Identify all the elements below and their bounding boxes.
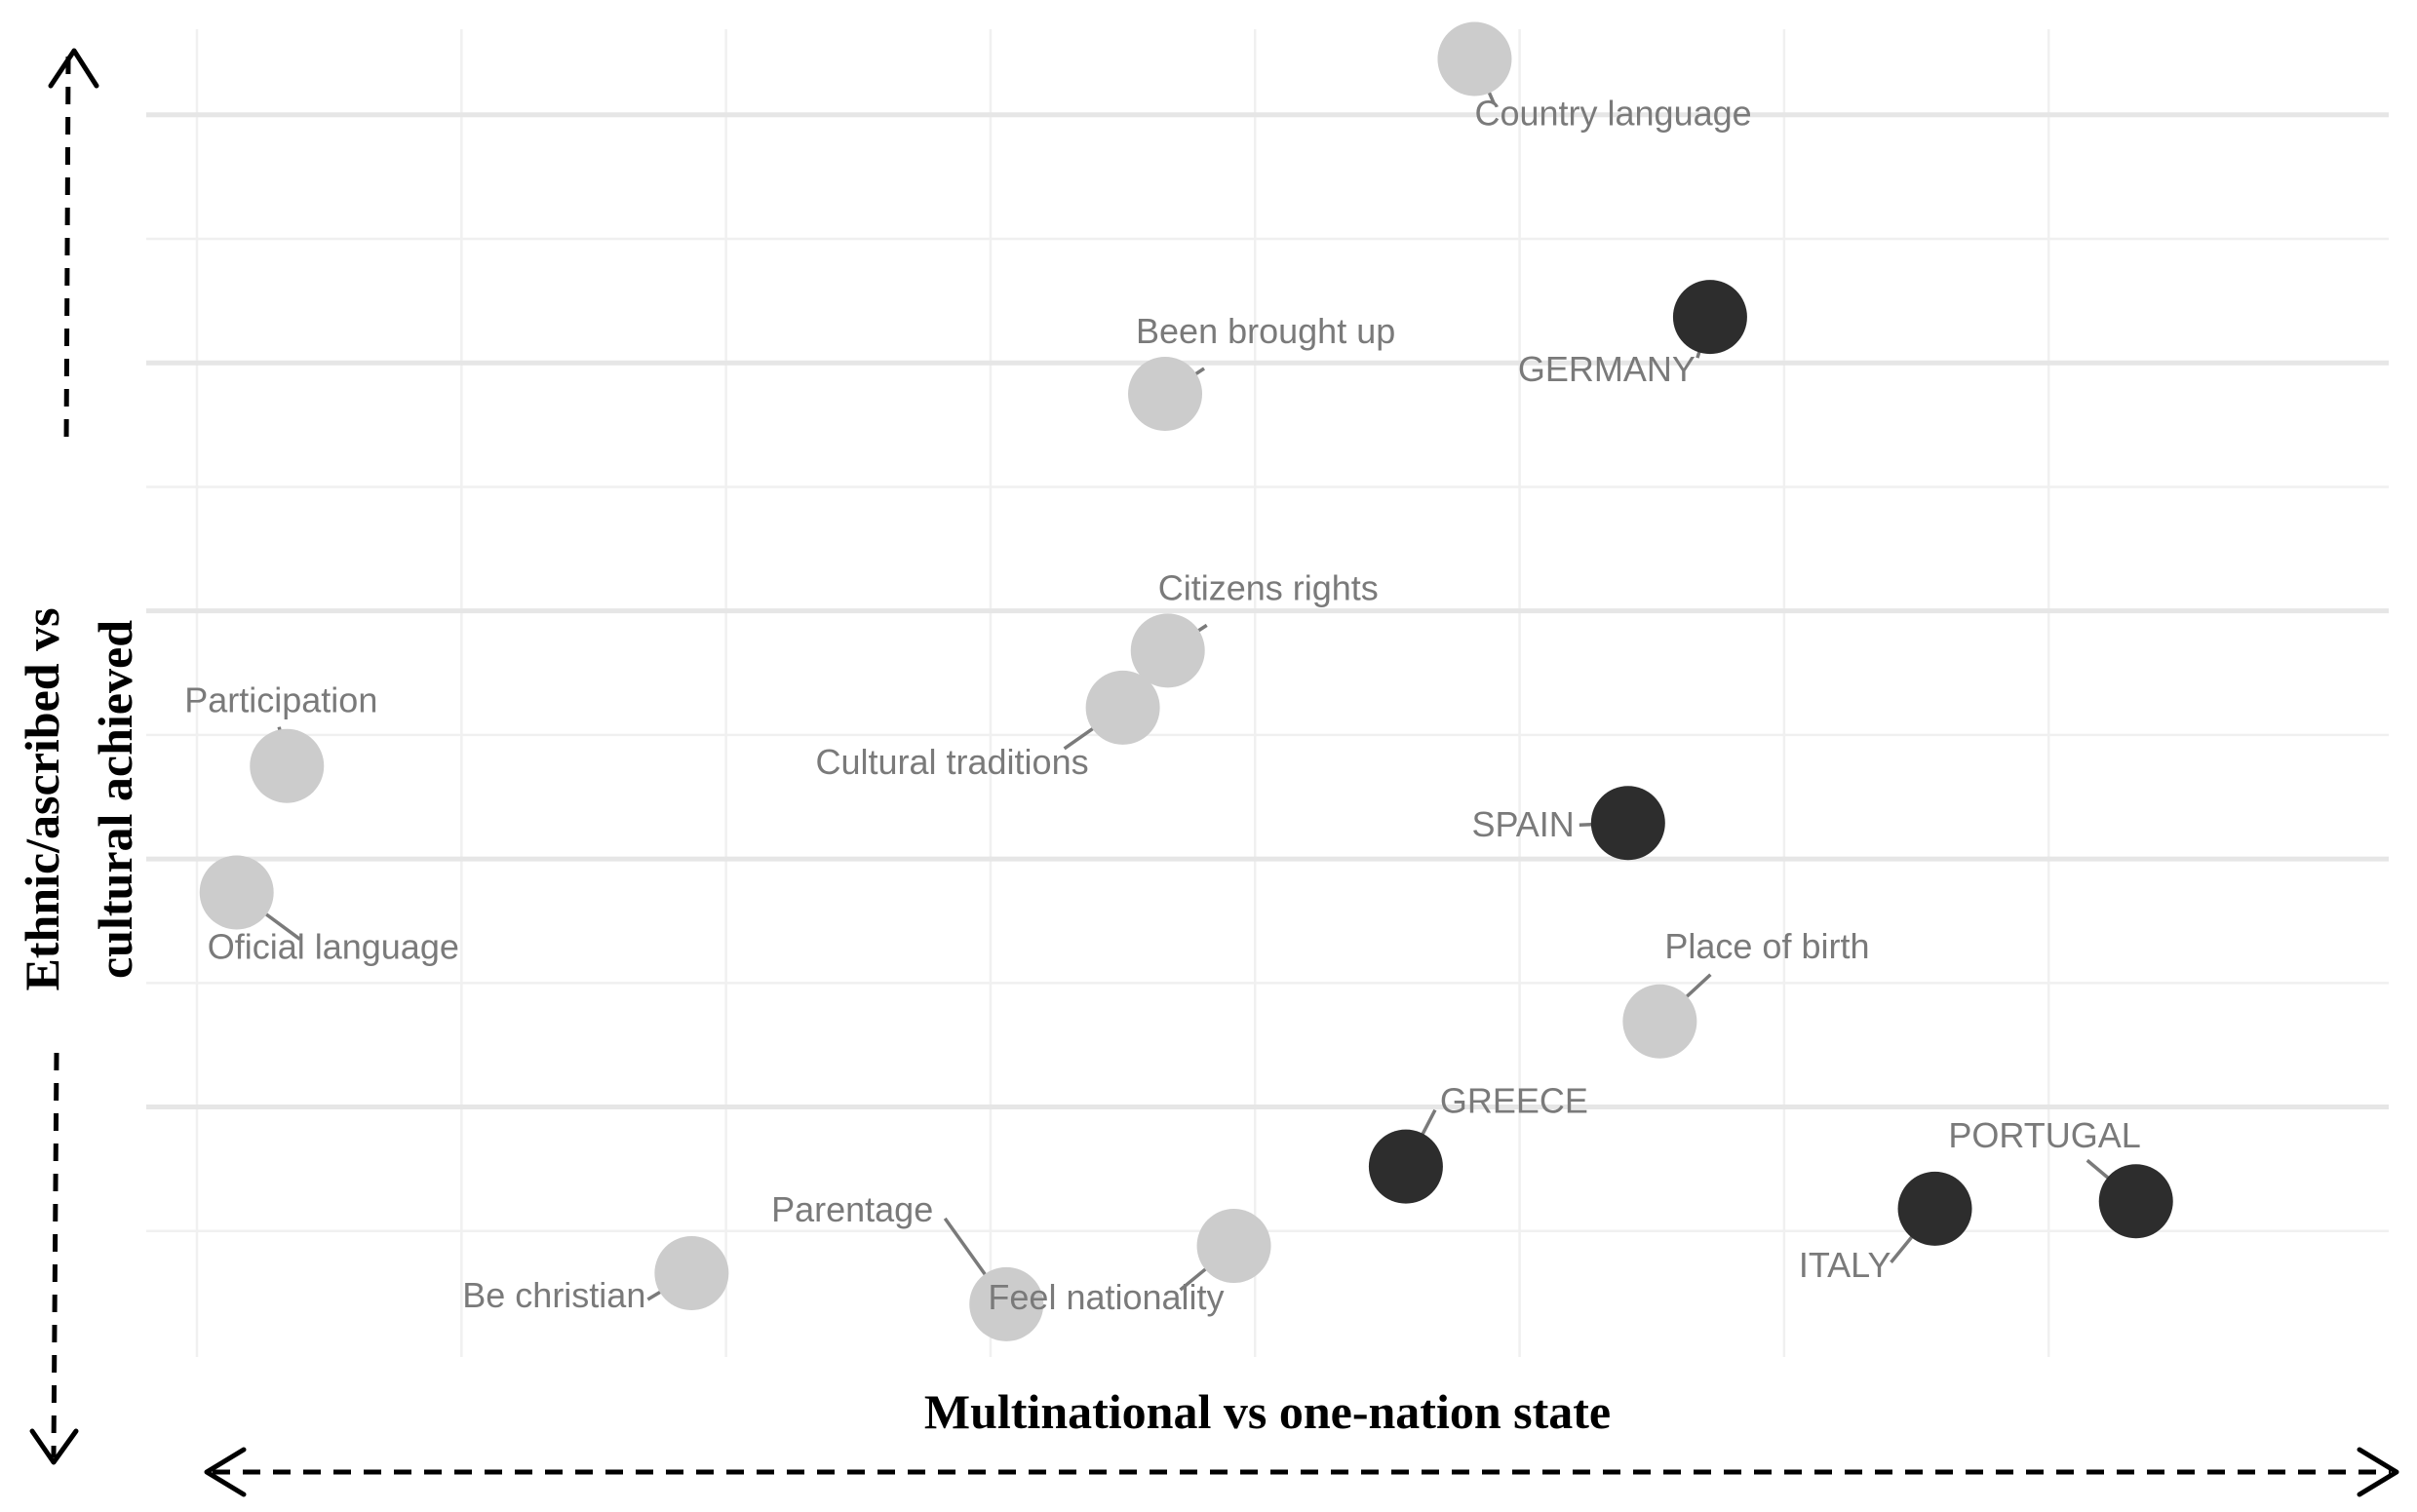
point-participation	[250, 728, 325, 803]
data-points	[199, 21, 2173, 1341]
label-oficial-language: Oficial language	[208, 926, 459, 966]
y-axis-title-line-2: cultural achieved	[88, 620, 142, 979]
y-axis-title: Ethnic/ascribed vs cultural achieved	[15, 607, 142, 990]
point-portugal	[2098, 1164, 2173, 1239]
y-axis-up-arrow	[48, 48, 99, 449]
label-italy: ITALY	[1799, 1245, 1891, 1285]
label-place-of-birth: Place of birth	[1664, 926, 1869, 966]
point-place-of-birth	[1622, 984, 1697, 1059]
label-cultural-traditions: Cultural traditions	[815, 742, 1088, 782]
point-cultural-traditions	[1085, 670, 1160, 745]
label-spain: SPAIN	[1471, 804, 1574, 844]
point-spain	[1590, 786, 1665, 861]
label-parentage: Parentage	[771, 1189, 933, 1229]
point-labels: Country language Been brought up Citizens …	[184, 94, 2140, 1318]
point-country-language	[1437, 21, 1512, 97]
label-be-christian: Be christian	[462, 1275, 645, 1315]
point-italy	[1897, 1171, 1972, 1246]
point-parentage	[969, 1266, 1044, 1341]
y-axis-down-arrow	[29, 1052, 79, 1465]
label-feel-nationality: Feel nationality	[988, 1277, 1224, 1317]
label-participation: Participation	[184, 680, 377, 720]
point-feel-nationality	[1196, 1209, 1271, 1284]
label-portugal: PORTUGAL	[1948, 1115, 2140, 1155]
point-oficial-language	[199, 855, 274, 930]
y-axis-title-line-1: Ethnic/ascribed vs	[15, 607, 69, 990]
label-germany: GERMANY	[1518, 349, 1696, 389]
label-greece: GREECE	[1440, 1081, 1588, 1121]
label-country-language: Country language	[1474, 94, 1751, 134]
point-greece	[1368, 1129, 1443, 1204]
label-been-brought-up: Been brought up	[1136, 311, 1395, 351]
x-axis-title: Multinational vs one-nation state	[924, 1384, 1611, 1439]
label-citizens-rights: Citizens rights	[1158, 567, 1379, 607]
point-citizens-rights	[1130, 613, 1205, 688]
point-been-brought-up	[1128, 357, 1203, 432]
gridlines	[146, 29, 2389, 1357]
point-germany	[1672, 280, 1747, 355]
x-axis-double-arrow	[204, 1447, 2399, 1497]
point-be-christian	[654, 1236, 729, 1311]
